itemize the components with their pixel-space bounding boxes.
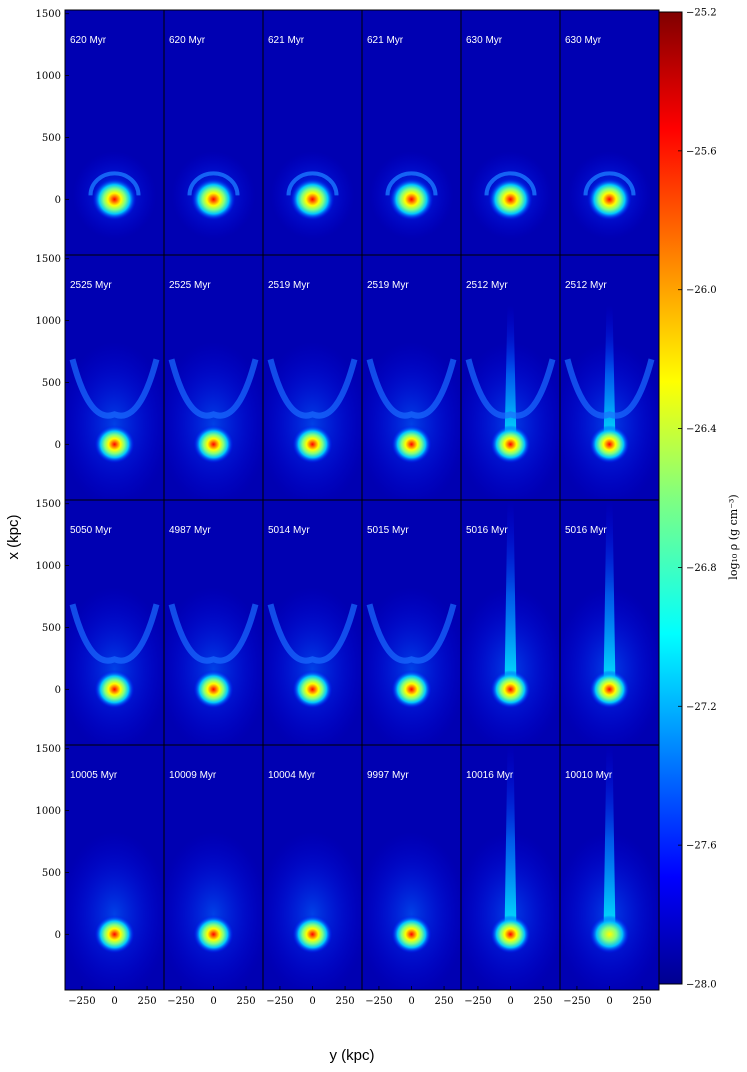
- colorbar: −25.2 −25.6 −26.0 −26.4 −26.8 −27.2 −27.6 −28.0: [658, 8, 717, 991]
- panel-r4-c6: 10010 Myr: [559, 744, 660, 991]
- x-tick-label: 0: [210, 996, 216, 1007]
- y-tick-label: 0: [55, 685, 61, 696]
- panel-time-label: 5016 Myr: [466, 525, 508, 536]
- panel-time-label: 2525 Myr: [169, 280, 211, 291]
- panel-r1-c6: 630 Myr: [559, 9, 660, 256]
- y-tick-label: 0: [55, 440, 61, 451]
- panel-time-label: 10009 Myr: [169, 770, 217, 781]
- x-tick-label: 0: [111, 996, 117, 1007]
- panel-r4-c2: 10009 Myr: [163, 744, 264, 991]
- panel-r4-c5: 10016 Myr: [460, 744, 561, 991]
- panel-r2-c3: 2519 Myr: [262, 254, 363, 501]
- y-tick-label: 1500: [36, 744, 61, 755]
- x-tick-label: −250: [464, 996, 491, 1007]
- panel-time-label: 10010 Myr: [565, 770, 613, 781]
- y-tick-label: 1000: [36, 71, 61, 82]
- panel-r1-c3: 621 Myr: [262, 9, 363, 256]
- panel-r1-c1: 620 Myr: [64, 9, 165, 256]
- panel-time-label: 10016 Myr: [466, 770, 514, 781]
- colorbar-tick-label: −25.2: [686, 8, 717, 19]
- y-tick-label: 1500: [36, 499, 61, 510]
- panel-time-label: 2512 Myr: [466, 280, 508, 291]
- x-tick-label: −250: [563, 996, 590, 1007]
- panel-r3-c1: 5050 Myr: [64, 499, 165, 746]
- panel-r2-c5: 2512 Myr: [460, 254, 561, 501]
- panel-time-label: 10005 Myr: [70, 770, 118, 781]
- panel-time-label: 4987 Myr: [169, 525, 211, 536]
- y-tick-label: 1000: [36, 316, 61, 327]
- x-tick-label: 250: [534, 996, 553, 1007]
- panel-r4-c4: 9997 Myr: [361, 744, 462, 991]
- panel-time-label: 10004 Myr: [268, 770, 316, 781]
- x-tick-label: 250: [138, 996, 157, 1007]
- panel-time-label: 5015 Myr: [367, 525, 409, 536]
- panel-r2-c1: 2525 Myr: [64, 254, 165, 501]
- x-tick-label: −250: [167, 996, 194, 1007]
- panel-time-label: 621 Myr: [268, 35, 305, 46]
- panel-r4-c1: 10005 Myr: [64, 744, 165, 991]
- y-axis: 1500 1000 500 0 1500 1000 500 0 1500 1000 500 0 1500…: [36, 9, 69, 941]
- x-axis-label: y (kpc): [330, 1047, 375, 1064]
- panel-r3-c3: 5014 Myr: [262, 499, 363, 746]
- panel-r2-c6: 2512 Myr: [559, 254, 660, 501]
- panel-r3-c4: 5015 Myr: [361, 499, 462, 746]
- panel-r3-c5: 5016 Myr: [460, 499, 561, 746]
- panel-time-label: 621 Myr: [367, 35, 404, 46]
- panel-time-label: 2512 Myr: [565, 280, 607, 291]
- colorbar-tick-label: −26.4: [686, 424, 717, 435]
- colorbar-tick-label: −26.8: [686, 563, 717, 574]
- panel-time-label: 620 Myr: [169, 35, 206, 46]
- y-axis-label: x (kpc): [5, 514, 22, 559]
- x-tick-label: 0: [309, 996, 315, 1007]
- panel-time-label: 2519 Myr: [268, 280, 310, 291]
- x-tick-label: 250: [237, 996, 256, 1007]
- panel-time-label: 630 Myr: [565, 35, 602, 46]
- x-tick-label: 250: [633, 996, 652, 1007]
- y-tick-label: 1500: [36, 254, 61, 265]
- panel-time-label: 620 Myr: [70, 35, 107, 46]
- panel-time-label: 630 Myr: [466, 35, 503, 46]
- x-tick-label: 0: [606, 996, 612, 1007]
- x-tick-label: 250: [336, 996, 355, 1007]
- y-tick-label: 0: [55, 195, 61, 206]
- panel-r3-c2: 4987 Myr: [163, 499, 264, 746]
- colorbar-tick-label: −27.6: [686, 841, 717, 852]
- panel-r4-c3: 10004 Myr: [262, 744, 363, 991]
- colorbar-tick-label: −26.0: [686, 285, 717, 296]
- y-tick-label: 500: [42, 378, 61, 389]
- x-tick-label: −250: [365, 996, 392, 1007]
- panel-time-label: 2525 Myr: [70, 280, 112, 291]
- y-tick-label: 1000: [36, 561, 61, 572]
- x-axis: −250 0 250 −250 0 250 −250 0 250 −250 0 250 −250 0 250…: [68, 986, 652, 1007]
- x-tick-label: 0: [408, 996, 414, 1007]
- panel-time-label: 5016 Myr: [565, 525, 607, 536]
- y-tick-label: 1500: [36, 9, 61, 20]
- panel-time-label: 9997 Myr: [367, 770, 409, 781]
- panel-r1-c2: 620 Myr: [163, 9, 264, 256]
- panel-r1-c5: 630 Myr: [460, 9, 561, 256]
- panel-r3-c6: 5016 Myr: [559, 499, 660, 746]
- panel-r2-c2: 2525 Myr: [163, 254, 264, 501]
- y-tick-label: 0: [55, 930, 61, 941]
- y-tick-label: 500: [42, 133, 61, 144]
- panel-time-label: 5014 Myr: [268, 525, 310, 536]
- panel-time-label: 2519 Myr: [367, 280, 409, 291]
- y-tick-label: 500: [42, 868, 61, 879]
- panel-time-label: 5050 Myr: [70, 525, 112, 536]
- x-tick-label: 250: [435, 996, 454, 1007]
- y-tick-label: 1000: [36, 806, 61, 817]
- colorbar-tick-label: −28.0: [686, 980, 717, 991]
- panel-r1-c4: 621 Myr: [361, 9, 462, 256]
- panel-grid: 620 Myr 620 Myr 621 Myr 621 Myr 630 Myr 630 M…: [64, 9, 660, 991]
- y-tick-label: 500: [42, 623, 61, 634]
- colorbar-label: log₁₀ ρ (g cm⁻³): [727, 494, 740, 579]
- panel-r2-c4: 2519 Myr: [361, 254, 462, 501]
- colorbar-tick-label: −25.6: [686, 146, 717, 157]
- colorbar-tick-label: −27.2: [686, 702, 717, 713]
- x-tick-label: −250: [68, 996, 95, 1007]
- x-tick-label: −250: [266, 996, 293, 1007]
- x-tick-label: 0: [507, 996, 513, 1007]
